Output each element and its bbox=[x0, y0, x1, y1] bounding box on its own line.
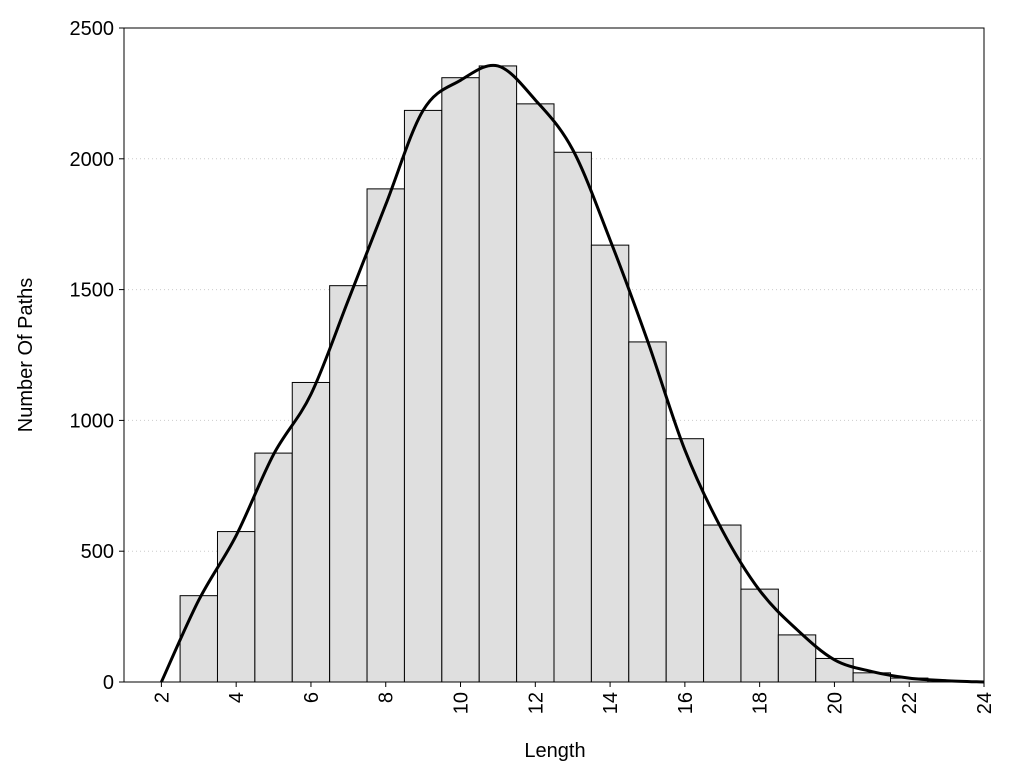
y-tick-label: 1000 bbox=[70, 410, 115, 432]
bar bbox=[665, 438, 705, 683]
bar bbox=[478, 65, 518, 683]
bar bbox=[403, 109, 443, 683]
bar bbox=[291, 381, 331, 683]
x-tick-label: 8 bbox=[376, 692, 398, 703]
x-tick-label: 4 bbox=[226, 692, 248, 703]
x-tick-label: 24 bbox=[974, 692, 996, 714]
x-tick-label: 20 bbox=[824, 692, 846, 714]
plot-frame bbox=[123, 27, 985, 683]
bar bbox=[441, 77, 480, 683]
x-tick-label: 22 bbox=[899, 692, 921, 714]
bar bbox=[366, 188, 405, 683]
bar bbox=[329, 285, 368, 683]
bar bbox=[179, 595, 218, 683]
x-tick-label: 18 bbox=[750, 692, 772, 714]
y-tick-label: 2500 bbox=[70, 18, 115, 40]
x-tick-label: 12 bbox=[525, 692, 547, 714]
y-axis-label: Number Of Paths bbox=[15, 278, 37, 433]
bar bbox=[777, 634, 817, 683]
x-tick-label: 10 bbox=[451, 692, 473, 714]
x-tick-label: 16 bbox=[675, 692, 697, 714]
x-tick-label: 14 bbox=[600, 692, 622, 714]
bar bbox=[703, 524, 742, 683]
y-tick-label: 1500 bbox=[70, 280, 115, 302]
bar bbox=[553, 151, 592, 683]
bar bbox=[516, 103, 555, 683]
bar bbox=[254, 452, 293, 683]
density-line bbox=[160, 63, 985, 684]
y-tick-label: 500 bbox=[81, 541, 114, 563]
x-tick-label: 2 bbox=[151, 692, 173, 703]
bar bbox=[216, 531, 256, 683]
bar bbox=[628, 341, 667, 683]
bar bbox=[740, 588, 779, 683]
x-axis-label: Length bbox=[524, 740, 585, 762]
bar bbox=[590, 244, 630, 683]
y-tick-label: 2000 bbox=[70, 149, 115, 171]
x-tick-label: 6 bbox=[301, 692, 323, 703]
bar bbox=[815, 657, 854, 683]
y-tick-label: 0 bbox=[103, 672, 114, 694]
